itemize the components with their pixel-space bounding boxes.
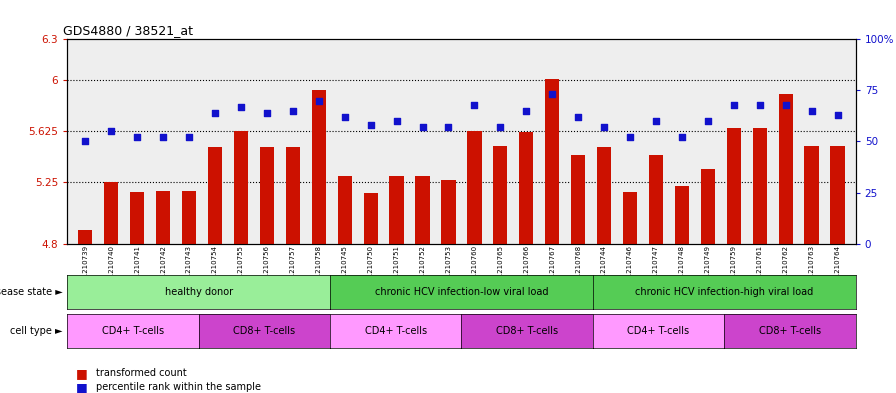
Point [727, 101, 741, 108]
Point [78, 138, 92, 145]
Bar [831, 145, 845, 244]
Bar [286, 147, 300, 244]
Text: CD8+ T-cells: CD8+ T-cells [233, 326, 296, 336]
Bar [390, 176, 404, 244]
Bar [364, 193, 378, 244]
Bar [727, 128, 741, 244]
Point [416, 124, 430, 130]
Point [519, 108, 533, 114]
Point [234, 104, 248, 110]
Bar [545, 79, 559, 244]
Point [364, 122, 378, 128]
Text: healthy donor: healthy donor [165, 287, 233, 297]
Bar [208, 147, 222, 244]
Bar [416, 176, 430, 244]
Bar [805, 145, 819, 244]
Bar [571, 155, 585, 244]
Bar [312, 90, 326, 244]
Bar [597, 147, 611, 244]
Text: CD8+ T-cells: CD8+ T-cells [759, 326, 821, 336]
Text: ■: ■ [76, 367, 88, 380]
Text: percentile rank within the sample: percentile rank within the sample [96, 382, 261, 392]
Point [675, 134, 689, 141]
Bar [519, 132, 533, 244]
Text: CD4+ T-cells: CD4+ T-cells [102, 326, 164, 336]
Point [467, 101, 481, 108]
Bar [623, 192, 637, 244]
Point [156, 134, 170, 141]
Point [312, 97, 326, 104]
Bar [104, 182, 118, 244]
Bar [675, 186, 689, 244]
Point [208, 110, 222, 116]
Bar [234, 130, 248, 244]
Bar [649, 155, 663, 244]
Text: CD4+ T-cells: CD4+ T-cells [365, 326, 426, 336]
Point [779, 101, 793, 108]
Text: chronic HCV infection-high viral load: chronic HCV infection-high viral load [635, 287, 814, 297]
Text: ■: ■ [76, 380, 88, 393]
Point [571, 114, 585, 120]
Point [182, 134, 196, 141]
Point [338, 114, 352, 120]
Text: CD8+ T-cells: CD8+ T-cells [496, 326, 558, 336]
Bar [78, 230, 92, 244]
Bar [753, 128, 767, 244]
Point [649, 118, 663, 124]
Point [753, 101, 767, 108]
Text: transformed count: transformed count [96, 368, 186, 378]
Point [286, 108, 300, 114]
Point [104, 128, 118, 134]
Point [260, 110, 274, 116]
Point [831, 112, 845, 118]
Bar [468, 130, 481, 244]
Bar [182, 191, 196, 244]
Text: CD4+ T-cells: CD4+ T-cells [627, 326, 690, 336]
Text: chronic HCV infection-low viral load: chronic HCV infection-low viral load [375, 287, 548, 297]
Point [442, 124, 456, 130]
Point [390, 118, 404, 124]
Point [805, 108, 819, 114]
Point [493, 124, 507, 130]
Text: cell type ►: cell type ► [10, 326, 63, 336]
Bar [779, 94, 793, 244]
Bar [442, 180, 455, 244]
Bar [493, 145, 507, 244]
Text: disease state ►: disease state ► [0, 287, 63, 297]
Point [701, 118, 715, 124]
Bar [130, 192, 144, 244]
Bar [338, 176, 352, 244]
Point [597, 124, 611, 130]
Bar [701, 169, 715, 244]
Bar [156, 191, 170, 244]
Point [623, 134, 637, 141]
Point [130, 134, 144, 141]
Point [545, 91, 559, 97]
Text: GDS4880 / 38521_at: GDS4880 / 38521_at [64, 24, 194, 37]
Bar [260, 147, 274, 244]
